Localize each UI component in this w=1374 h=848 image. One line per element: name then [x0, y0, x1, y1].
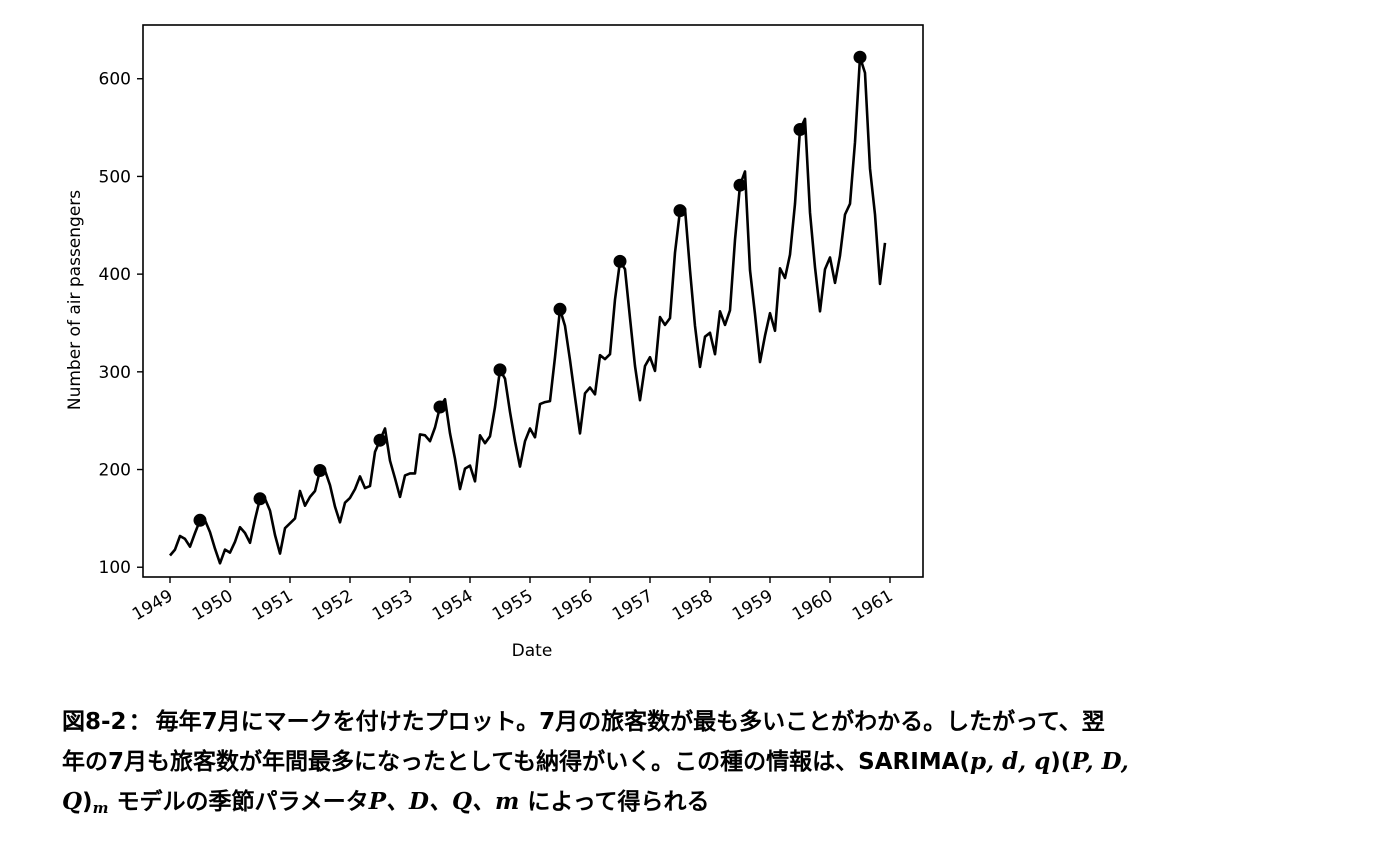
x-tick-label: 1954 [429, 586, 476, 625]
july-marker-1958 [733, 178, 747, 192]
y-tick-label: 400 [99, 265, 131, 285]
y-tick-label: 300 [99, 363, 131, 383]
july-marker-1960 [853, 50, 867, 64]
y-tick-label: 200 [99, 461, 131, 481]
x-tick-label: 1951 [249, 586, 296, 625]
figure-caption: 図8-2： 毎年7月にマークを付けたプロット。7月の旅客数が最も多いことがわかる。… [62, 703, 1362, 828]
passenger-series-line [169, 55, 887, 565]
plot-frame [142, 24, 924, 578]
caption-line-1: 図8-2： 毎年7月にマークを付けたプロット。7月の旅客数が最も多いことがわかる。… [62, 703, 1362, 742]
y-tick-label: 100 [99, 558, 131, 578]
caption-subscript-m: m [92, 799, 109, 817]
july-marker-1954 [493, 363, 507, 377]
caption-figure-label: 図8-2 [62, 709, 127, 735]
july-marker-1949 [193, 513, 207, 527]
july-marker-1953 [433, 400, 447, 414]
x-tick-label: 1955 [489, 586, 536, 625]
caption-text-2a: 年の7月も旅客数が年間最多になったとしても納得がいく。この種の情報は、SARIM… [62, 749, 970, 775]
x-tick-label: 1957 [609, 586, 656, 625]
july-marker-1951 [313, 464, 327, 477]
x-tick-label: 1960 [789, 586, 836, 625]
july-marker-1956 [613, 254, 627, 268]
x-tick-label: 1961 [849, 586, 896, 625]
july-marker-1955 [553, 302, 567, 316]
caption-param-Q: Q [62, 788, 83, 815]
x-tick-label: 1956 [549, 586, 596, 625]
caption-close-paren: ) [82, 789, 93, 815]
y-axis-ticks: 100 200 300 400 500 600 [99, 70, 143, 578]
caption-params-pdq: p, d, q [970, 748, 1051, 775]
july-marker-1959 [793, 123, 807, 136]
x-tick-label: 1952 [309, 586, 356, 625]
x-tick-label: 1949 [129, 586, 176, 625]
caption-separator: ： [128, 709, 152, 735]
x-tick-label: 1953 [369, 586, 416, 625]
july-marker-1952 [373, 433, 387, 447]
plot-layer [169, 50, 887, 565]
caption-text-1: 毎年7月にマークを付けたプロット。7月の旅客数が最も多いことがわかる。したがって… [155, 709, 1105, 735]
caption-text-3b: によって得られる [519, 789, 710, 815]
y-tick-label: 600 [99, 70, 131, 90]
july-marker-1950 [253, 492, 267, 506]
y-tick-label: 500 [99, 167, 131, 187]
caption-line-3: Q)m モデルの季節パラメータP、D、Q、m によって得られる [62, 782, 1362, 828]
x-tick-label: 1950 [189, 586, 236, 625]
x-tick-label: 1959 [729, 586, 776, 625]
caption-text-3a: モデルの季節パラメータ [108, 789, 369, 815]
caption-params-PD: P, D, [1071, 748, 1129, 775]
x-axis-label: Date [512, 641, 553, 661]
x-tick-label: 1958 [669, 586, 716, 625]
caption-params-seasonal: P、D、Q、m [368, 788, 520, 815]
caption-line-2: 年の7月も旅客数が年間最多になったとしても納得がいく。この種の情報は、SARIM… [62, 742, 1362, 782]
x-axis-ticks: 1949 1950 1951 1952 1953 1954 1955 1956 1957 1958… [129, 577, 897, 625]
july-marker-1957 [673, 204, 687, 218]
y-axis-label: Number of air passengers [65, 190, 85, 410]
caption-text-2b: )( [1050, 749, 1072, 775]
